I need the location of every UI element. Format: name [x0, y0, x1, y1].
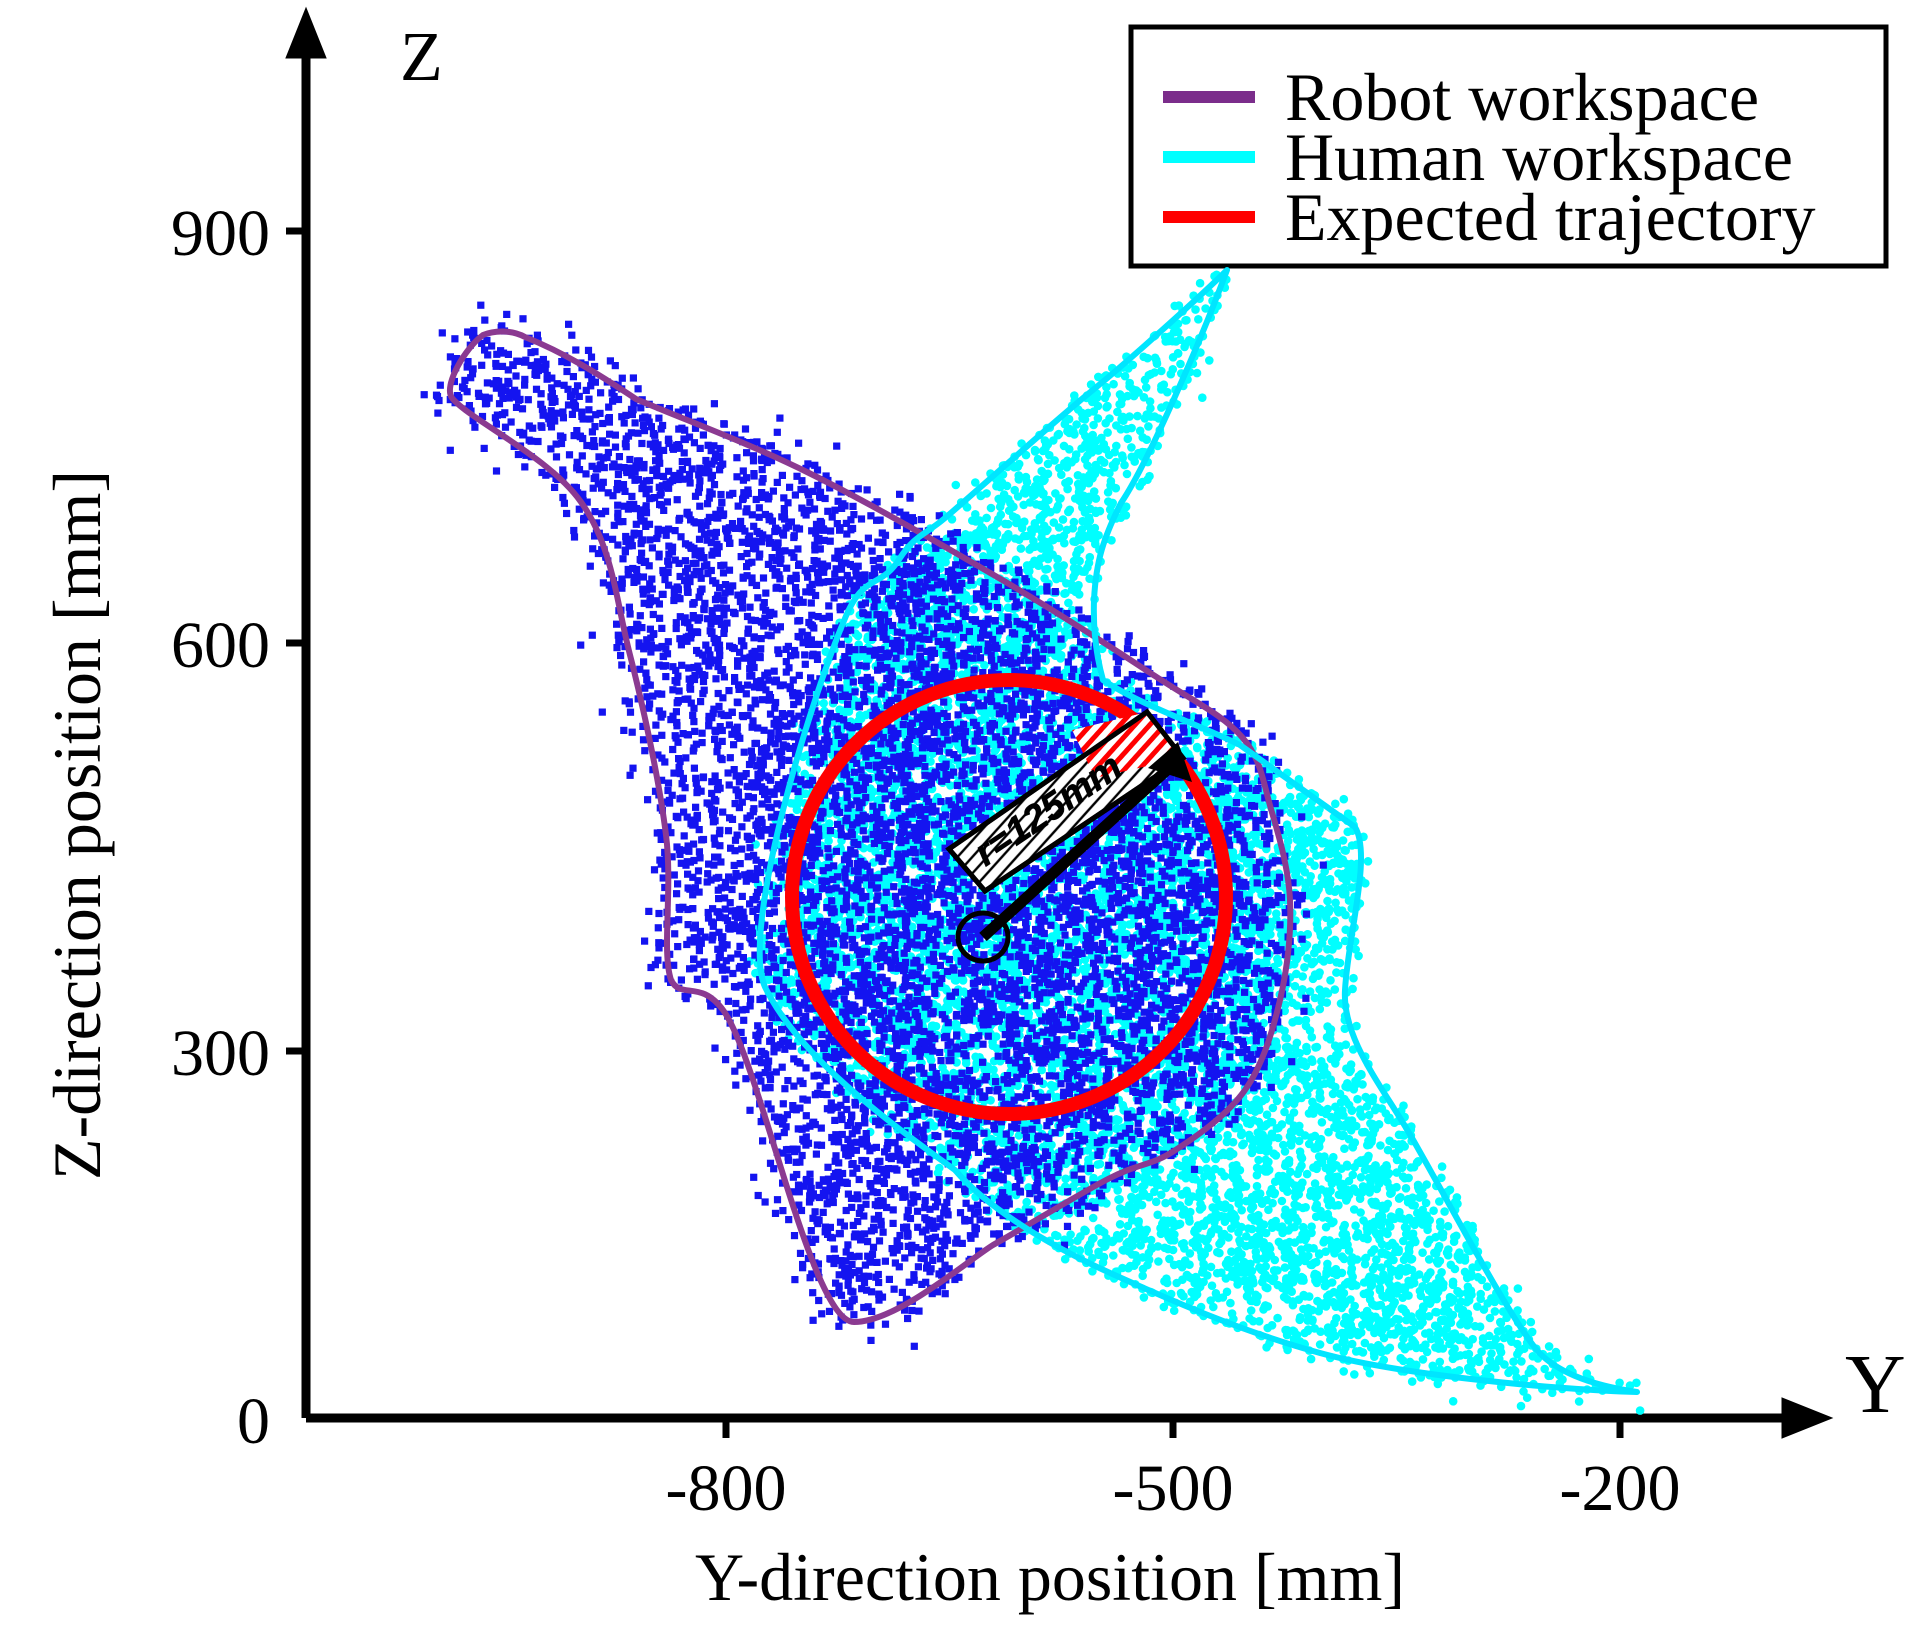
svg-text:Expected trajectory: Expected trajectory: [1285, 179, 1816, 255]
svg-text:900: 900: [171, 197, 270, 270]
svg-text:300: 300: [171, 1017, 270, 1090]
svg-text:-500: -500: [1113, 1452, 1234, 1525]
svg-text:-800: -800: [666, 1452, 787, 1525]
svg-text:Z-direction position [mm]: Z-direction position [mm]: [39, 470, 115, 1180]
svg-text:Z: Z: [400, 19, 443, 96]
svg-text:0: 0: [237, 1385, 270, 1458]
svg-text:Y: Y: [1845, 1338, 1906, 1431]
svg-text:-200: -200: [1560, 1452, 1681, 1525]
svg-text:Y-direction position [mm]: Y-direction position [mm]: [695, 1539, 1405, 1615]
svg-text:600: 600: [171, 609, 270, 682]
